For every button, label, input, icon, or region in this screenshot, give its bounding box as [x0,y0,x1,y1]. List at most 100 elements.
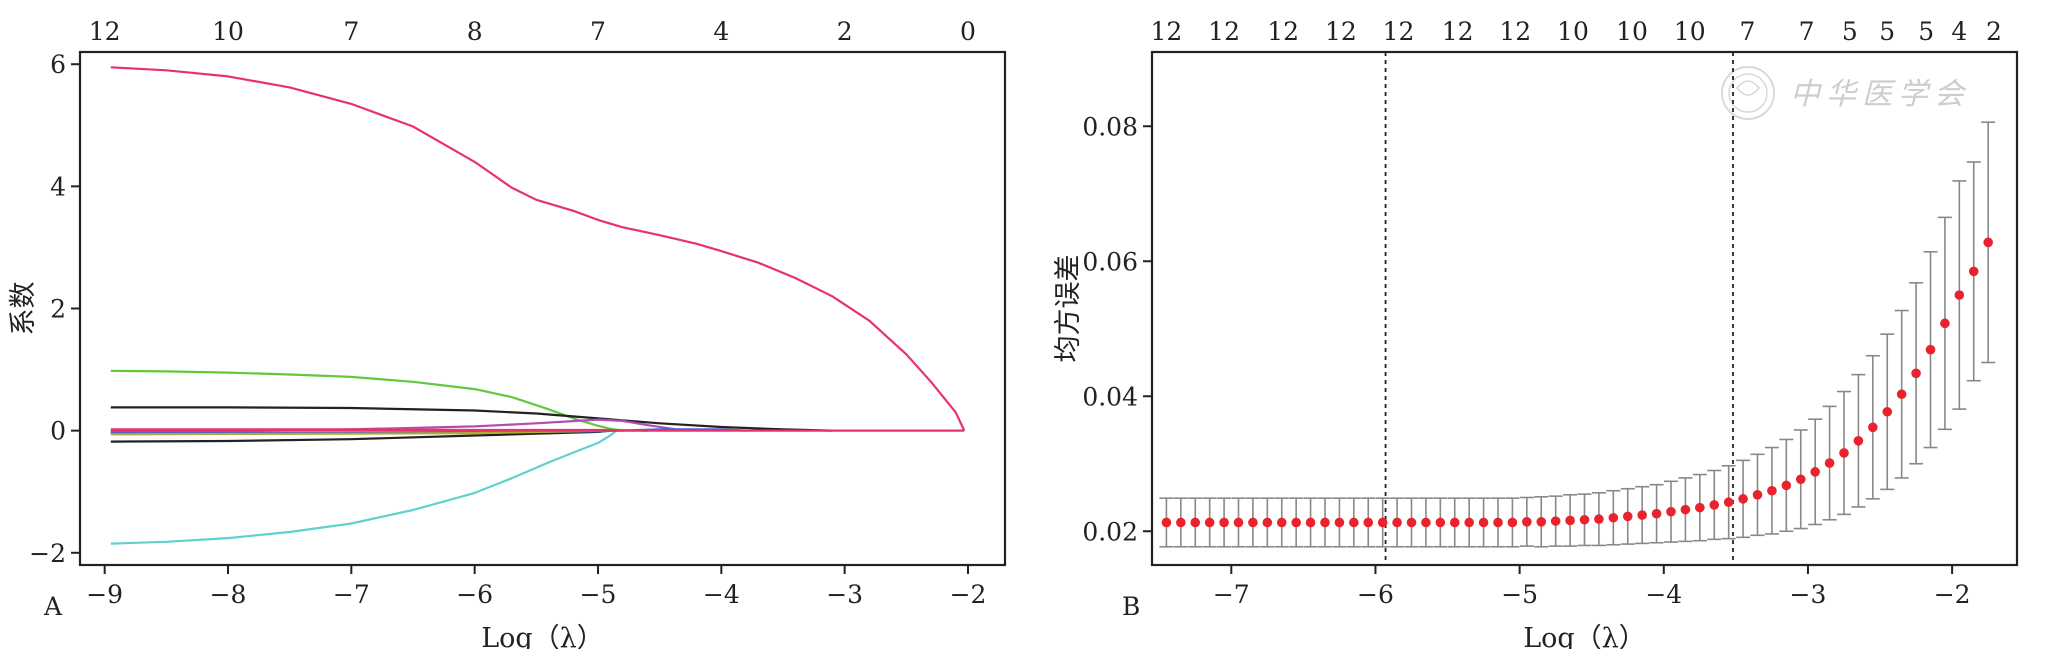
top-axis-label: 12 [1325,17,1357,46]
mse-point [1781,480,1792,491]
mse-point [1680,504,1691,515]
y-tick-label: 6 [50,50,66,79]
mse-point [1752,490,1763,500]
mse-point [1204,517,1215,528]
mse-point [1478,517,1489,528]
mse-point [1233,517,1244,528]
mse-point [1291,517,1301,528]
x-tick-label: −7 [333,580,370,609]
top-axis-label: 7 [1739,17,1755,46]
x-axis-label: Log（λ） [1523,623,1646,649]
plot-frame [1150,50,2019,567]
mse-point [1651,508,1662,519]
top-axis-label: 0 [960,17,976,46]
y-axis-label: 均方误差 [1053,255,1084,363]
top-axis-label: 12 [1151,17,1183,46]
mse-point [1392,517,1402,528]
watermark-seal: 中华医学会 [1721,66,1970,120]
mse-point [1320,517,1330,528]
mse-point [1536,517,1547,527]
mse-point [1349,517,1359,528]
mse-point [1853,436,1864,446]
mse-point [1810,467,1820,477]
top-axis-label: 5 [1879,17,1895,46]
plot-frame [78,50,1007,567]
x-tick-label: −4 [1645,580,1682,609]
coefficient-path-line [110,369,623,432]
mse-point [1161,517,1172,528]
top-axis-label: 10 [1616,17,1648,46]
top-axis-label: 12 [1499,17,1531,46]
y-tick-label: 0.02 [1082,517,1138,546]
top-axis-label: 5 [1918,17,1934,46]
mse-point [1968,266,1979,277]
top-axis-label: 12 [1267,17,1299,46]
mse-point [1435,517,1446,528]
top-axis-label: 5 [1842,17,1858,46]
top-axis-label: 12 [89,17,121,46]
x-tick-label: −4 [703,580,740,609]
x-tick-label: −2 [1934,580,1971,609]
mse-point [1608,512,1619,523]
top-axis-label: 4 [1951,17,1967,46]
mse-point [1550,516,1561,526]
mse-point [1276,517,1287,528]
mse-point [1464,517,1474,528]
x-tick-label: −2 [950,580,987,609]
mse-point [1925,344,1936,355]
top-axis-label: 10 [1674,17,1706,46]
top-axis-label: 10 [1557,17,1589,46]
mse-point [1522,517,1532,527]
mse-point [1248,517,1258,528]
top-axis-label: 7 [343,17,359,46]
top-axis-label: 12 [1383,17,1415,46]
panel-label: B [1122,592,1140,621]
y-tick-label: 0 [50,417,66,446]
mse-point [1219,517,1229,528]
x-tick-label: −5 [1501,580,1538,609]
mse-point [1896,389,1907,400]
mse-point [1666,506,1676,517]
mse-point [1421,517,1431,528]
mse-point [1406,517,1417,528]
mse-point [1377,517,1388,528]
x-tick-label: −3 [826,580,863,609]
mse-point [1637,510,1647,520]
y-tick-label: 0.06 [1082,247,1138,276]
mse-point [1622,511,1633,522]
x-tick-label: −3 [1790,580,1827,609]
x-tick-label: −9 [86,580,123,609]
panel-label: A [43,592,63,621]
mse-point [1882,406,1893,417]
mse-point [1305,517,1316,528]
y-axis-label: 系数 [8,282,39,336]
mse-point [1262,517,1273,528]
mse-point [1565,515,1575,526]
mse-point [1738,494,1748,504]
mse-point [1940,318,1950,329]
top-axis-label: 4 [713,17,729,46]
mse-point [1983,237,1993,248]
x-tick-label: −5 [580,580,617,609]
top-axis-label: 7 [590,17,606,46]
mse-point [1449,517,1460,528]
mse-point [1709,500,1720,510]
mse-point [1363,517,1374,528]
y-tick-label: 2 [50,295,66,324]
watermark-text: 中华医学会 [1790,77,1970,112]
y-tick-label: 4 [50,172,66,201]
top-axis-label: 8 [467,17,483,46]
mse-point [1767,485,1777,496]
y-tick-label: 0.04 [1082,382,1138,411]
mse-point [1594,514,1604,524]
mse-point [1579,514,1590,525]
top-axis-label: 2 [837,17,853,46]
mse-point [1723,497,1734,508]
top-axis-label: 12 [1442,17,1474,46]
mse-point [1954,290,1965,300]
mse-point [1493,517,1503,528]
mse-point [1824,458,1835,468]
coefficient-path-line [110,406,833,432]
mse-point [1334,517,1345,528]
